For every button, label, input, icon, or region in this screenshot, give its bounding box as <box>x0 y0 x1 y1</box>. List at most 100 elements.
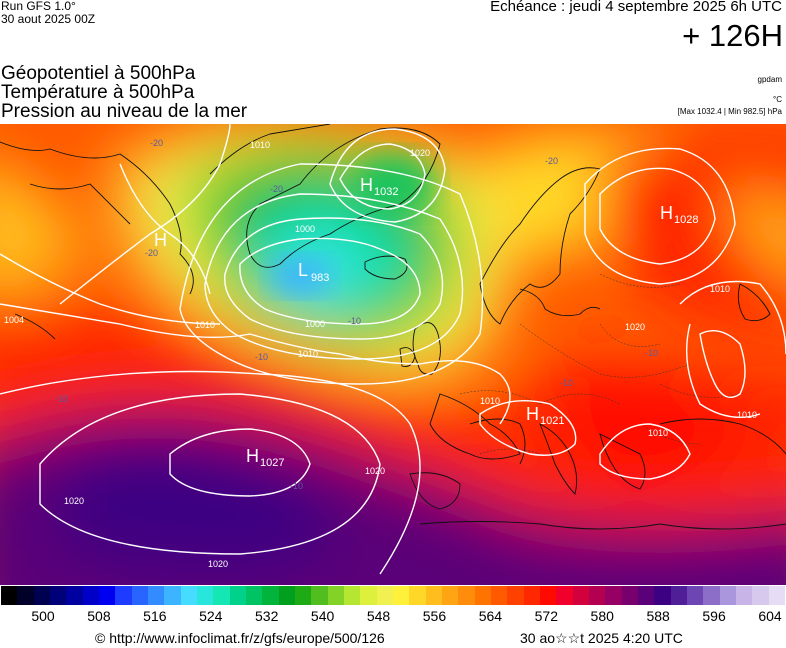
color-swatch <box>1 586 18 605</box>
color-swatch <box>246 586 263 605</box>
high-center-label: H <box>526 404 539 424</box>
color-swatch <box>164 586 182 605</box>
temperature-label: -10 <box>290 481 303 491</box>
pressure-range: [Max 1032.4 | Min 982.5] hPa <box>677 107 782 116</box>
color-swatch <box>768 586 786 605</box>
color-swatch <box>180 586 198 605</box>
scale-label: 532 <box>255 608 279 624</box>
color-swatch <box>360 586 378 605</box>
color-swatch <box>474 586 492 605</box>
geopotential-field <box>0 124 786 585</box>
color-swatch <box>278 586 296 605</box>
temperature-label: -20 <box>545 156 558 166</box>
color-swatch <box>523 586 541 605</box>
temperature-label: -10 <box>55 394 68 404</box>
high-center-value: 1027 <box>260 457 284 469</box>
unit-celsius: °C <box>773 95 782 104</box>
title-pressure: Pression au niveau de la mer <box>1 101 248 122</box>
temperature-label: -10 <box>645 348 658 358</box>
color-swatch <box>540 586 557 605</box>
color-swatch <box>311 586 329 605</box>
source-url: © http://www.infoclimat.fr/z/gfs/europe/… <box>95 630 385 646</box>
color-swatch <box>33 586 51 605</box>
color-swatch <box>670 586 688 605</box>
isobar-label: 1000 <box>305 319 325 329</box>
color-swatch <box>327 586 345 605</box>
run-date: 30 aout 2025 00Z <box>1 12 96 26</box>
scale-label: 596 <box>702 608 726 624</box>
color-swatch <box>572 586 590 605</box>
color-swatch <box>687 586 704 605</box>
scale-label: 524 <box>199 608 223 624</box>
scale-label: 540 <box>310 608 335 624</box>
color-swatch <box>197 586 214 605</box>
map-titles: Géopotentiel à 500hPa Température à 500h… <box>1 64 247 121</box>
high-center-label: H <box>154 230 167 250</box>
isobar-label: 1010 <box>298 349 318 359</box>
color-swatch <box>82 586 100 605</box>
isobar-label: 1010 <box>480 396 500 406</box>
temperature-label: -20 <box>150 138 163 148</box>
isobars <box>0 124 786 575</box>
high-center-value: 1028 <box>674 214 698 226</box>
low-center-value: 983 <box>311 272 329 284</box>
isobar-label: 1010 <box>250 140 270 150</box>
color-swatch <box>507 586 525 605</box>
generation-timestamp: 30 ao☆☆t 2025 4:20 UTC <box>520 630 683 646</box>
color-swatch <box>719 586 737 605</box>
color-swatch <box>491 586 508 605</box>
color-swatch <box>703 586 721 605</box>
color-swatch <box>213 586 231 605</box>
scale-label: 516 <box>143 608 167 624</box>
high-center-label: H <box>246 446 259 466</box>
color-swatch <box>442 586 459 605</box>
color-scale-labels: 500 508 516 524 532 540 548 556 564 572 580 588 596 6… <box>0 608 786 626</box>
temperature-label: -10 <box>255 352 268 362</box>
color-swatch <box>50 586 67 605</box>
color-swatch <box>654 586 672 605</box>
scale-label: 508 <box>87 608 111 624</box>
isobar-label: 1010 <box>195 320 215 330</box>
temperature-label: -10 <box>348 316 361 326</box>
pressure-centers: H 1032 L 983 H 1028 H 1021 H 1027 H <box>154 175 698 469</box>
color-swatch <box>376 586 394 605</box>
high-center-value: 1021 <box>540 415 564 427</box>
forecast-map: H 1032 L 983 H 1028 H 1021 H 1027 H 1010… <box>0 124 786 585</box>
color-swatch <box>229 586 247 605</box>
title-temperature: Température à 500hPa <box>1 82 195 103</box>
color-swatch <box>66 586 84 605</box>
color-swatch <box>752 586 770 605</box>
color-swatch <box>148 586 165 605</box>
scale-label: 588 <box>646 608 670 624</box>
isobar-label: 1010 <box>648 428 668 438</box>
color-swatch <box>638 586 655 605</box>
scale-label: 556 <box>422 608 447 624</box>
title-geopotential: Géopotentiel à 500hPa <box>1 63 196 84</box>
color-swatch <box>393 586 410 605</box>
color-swatch <box>425 586 443 605</box>
color-swatch <box>344 586 361 605</box>
run-info: Run GFS 1.0° 30 aout 2025 00Z <box>1 0 95 26</box>
isobar-label: 1020 <box>365 466 385 476</box>
color-swatch <box>458 586 476 605</box>
coastlines <box>0 124 786 530</box>
high-center-label: H <box>660 203 673 223</box>
forecast-valid-time: Echéance : jeudi 4 septembre 2025 6h UTC <box>490 0 782 15</box>
color-swatch <box>556 586 574 605</box>
unit-gpdam: gpdam <box>757 75 782 84</box>
color-swatch <box>17 586 35 605</box>
isobar-label: 1000 <box>295 224 315 234</box>
scale-label: 564 <box>478 608 503 624</box>
temperature-label: -20 <box>145 248 158 258</box>
temperature-label: -10 <box>560 378 573 388</box>
isobar-label: 1020 <box>625 322 645 332</box>
color-swatch <box>99 586 116 605</box>
color-swatch <box>736 586 753 605</box>
color-swatch <box>621 586 639 605</box>
color-swatch <box>409 586 427 605</box>
scale-label: 604 <box>758 608 782 624</box>
forecast-step: + 126H <box>682 18 783 53</box>
temperature-labels: -20 -20 -20 -20 -10 -10 -10 -10 -10 -10 <box>55 138 658 491</box>
color-scale-bar <box>1 586 786 605</box>
scale-label: 580 <box>590 608 614 624</box>
